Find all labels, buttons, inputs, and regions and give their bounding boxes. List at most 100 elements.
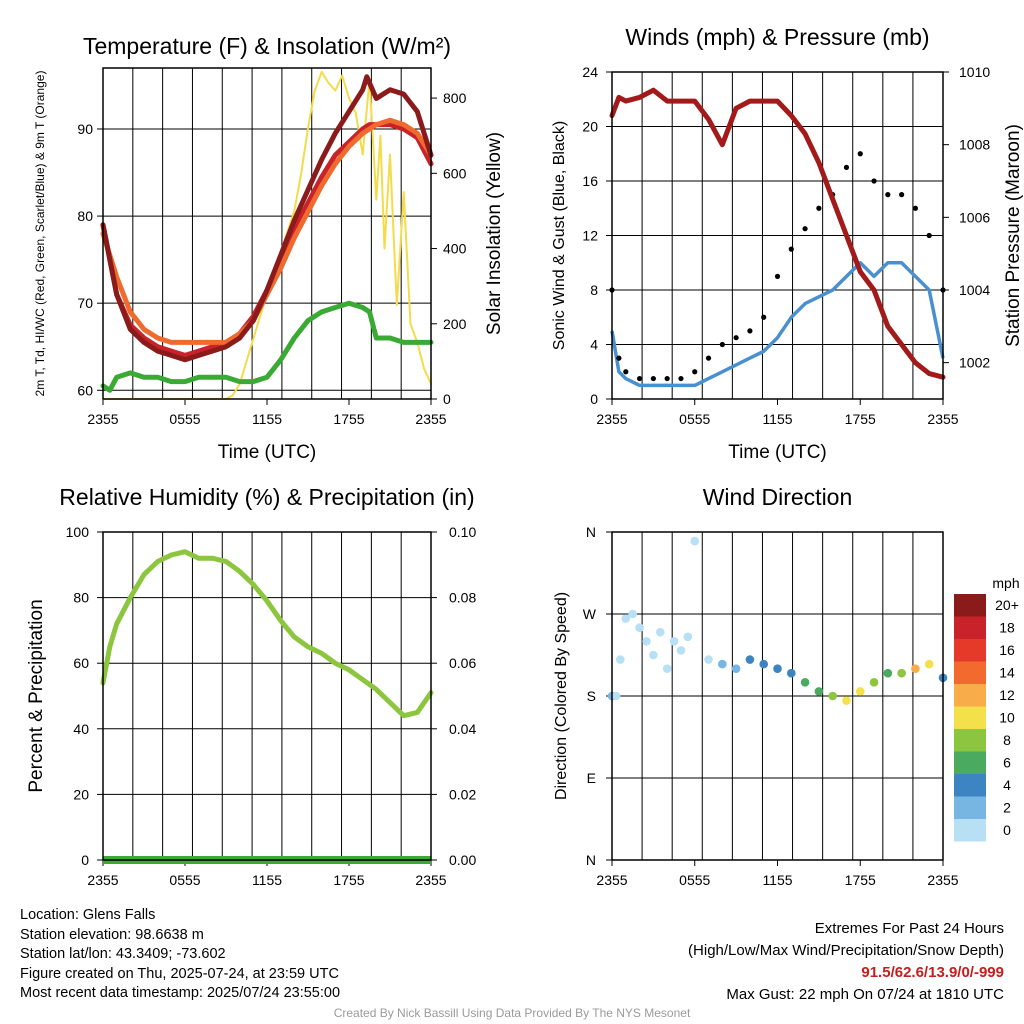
plot-frame [611, 531, 944, 861]
x-tick-label: 0555 [169, 411, 200, 427]
legend-swatch [954, 819, 986, 842]
humidity-precipitation-panel: 2355 0555 1155 1755 2355 0 20 40 60 80 100 0.00 0.02… [26, 484, 476, 888]
x-tick-label: 2355 [87, 411, 118, 427]
x-tick-label: 0555 [679, 872, 710, 888]
direction-point [611, 691, 621, 701]
y2-tick-label: 800 [443, 90, 467, 106]
direction-point [704, 655, 713, 664]
direction-point [814, 687, 824, 696]
direction-point [828, 691, 837, 701]
y-tick-label: 12 [582, 228, 598, 244]
direction-point [615, 655, 625, 664]
plot-frame [611, 71, 944, 400]
temperature-line [100, 74, 434, 363]
direction-point [731, 664, 741, 673]
legend-label: 6 [1003, 755, 1011, 771]
y2-tick-label: 1010 [959, 64, 990, 80]
gust-point [636, 375, 643, 382]
gust-point [650, 375, 656, 382]
direction-point [924, 659, 934, 669]
legend-label: 2 [1003, 800, 1011, 816]
legend-swatch [954, 616, 986, 639]
gust-point [747, 328, 753, 334]
station-elevation: Station elevation: 98.6638 m [20, 926, 204, 943]
y2-tick-label: 0 [443, 391, 451, 407]
x-tick-label: 1755 [845, 411, 876, 427]
direction-point [655, 627, 665, 637]
direction-point [621, 614, 631, 623]
gust-point [623, 369, 629, 375]
y-tick-label: 4 [590, 337, 598, 353]
y2-tick-label: 1006 [959, 209, 990, 225]
extremes-values: 91.5/62.6/13.9/0/-999 [861, 964, 1004, 981]
direction-point [800, 678, 810, 687]
gust-point [912, 205, 919, 211]
direction-point [842, 696, 851, 705]
x-tick-label: 1755 [333, 872, 364, 888]
gust-point [774, 273, 781, 279]
legend-title: mph [992, 575, 1019, 591]
y2-tick-label: 200 [443, 316, 467, 332]
gust-point [719, 341, 725, 348]
gust-point [692, 369, 698, 375]
x-tick-label: 2355 [596, 411, 627, 427]
station-latlon: Station lat/lon: 43.3409; -73.602 [20, 946, 226, 963]
gust-point [788, 246, 794, 252]
y2-tick-label: 1002 [959, 355, 990, 371]
gust-point [843, 164, 850, 170]
gust-point [678, 375, 684, 382]
y-tick-label: W [583, 606, 597, 622]
direction-point [683, 632, 693, 642]
humidity-line [100, 549, 434, 719]
direction-point [642, 637, 651, 646]
x-tick-label: 1155 [252, 411, 282, 427]
x-axis-label: Time (UTC) [218, 442, 317, 463]
y-tick-label: 16 [582, 173, 598, 189]
x-tick-label: 1155 [252, 872, 282, 888]
plot-frame [102, 531, 432, 861]
pressure-line [609, 87, 946, 380]
y2-tick-label: 1008 [959, 137, 990, 153]
legend-label: 10 [999, 710, 1015, 726]
legend-swatch [954, 774, 986, 797]
direction-point [690, 536, 700, 546]
direction-point [773, 664, 782, 673]
x-tick-label: 1755 [333, 411, 364, 427]
legend-label: 20+ [995, 597, 1019, 613]
gust-point [899, 192, 905, 198]
x-tick-label: 2355 [927, 411, 958, 427]
y-tick-label: 80 [73, 590, 89, 606]
figure-created: Figure created on Thu, 2025-07-24, at 23… [20, 965, 339, 982]
y-tick-label: 90 [77, 121, 93, 137]
y-tick-label: 40 [73, 721, 89, 737]
legend-label: 16 [999, 642, 1015, 658]
gust-point [733, 335, 739, 341]
x-tick-label: 1755 [845, 872, 876, 888]
x-tick-label: 2355 [415, 872, 446, 888]
direction-point [897, 668, 906, 678]
direction-point [745, 655, 755, 664]
chart-title: Winds (mph) & Pressure (mb) [625, 24, 929, 50]
y-tick-label: 100 [66, 524, 90, 540]
x-tick-label: 0555 [169, 872, 200, 888]
y2-tick-label: 0.06 [449, 655, 476, 671]
gust-point [802, 226, 808, 232]
gust-point [926, 232, 932, 239]
x-tick-label: 2355 [87, 872, 118, 888]
direction-point [883, 668, 893, 678]
x-tick-label: 0555 [679, 411, 710, 427]
y2-tick-label: 0.08 [449, 590, 476, 606]
y2-tick-label: 600 [443, 165, 467, 181]
gust-point [664, 375, 670, 382]
x-tick-label: 1155 [762, 411, 792, 427]
x-tick-label: 2355 [415, 411, 446, 427]
gust-point [816, 205, 822, 211]
y-tick-label: 60 [73, 655, 89, 671]
y2-tick-label: 0.02 [449, 786, 476, 802]
legend-swatch [954, 639, 986, 662]
direction-point [676, 646, 686, 655]
chart-title: Wind Direction [703, 484, 853, 510]
y-axis-label: Direction (Colored By Speed) [553, 592, 570, 800]
plot-frame [102, 67, 432, 400]
